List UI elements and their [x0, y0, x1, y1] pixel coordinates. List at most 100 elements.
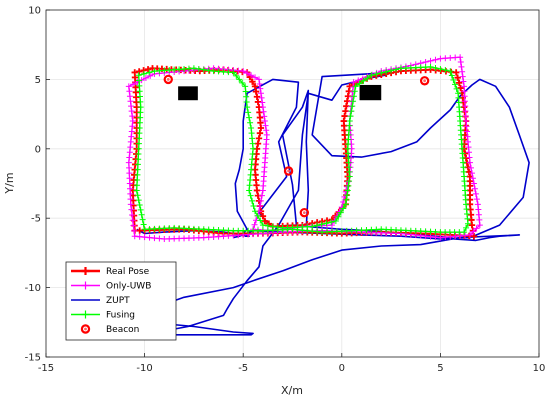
fusing-point	[378, 69, 385, 76]
fusing-point	[427, 63, 434, 70]
real-pose-point	[253, 93, 261, 100]
fusing-point	[242, 88, 249, 95]
real-pose-point	[256, 129, 264, 137]
only-uwb-point	[475, 206, 482, 213]
only-uwb-point	[127, 196, 134, 203]
only-uwb-point	[257, 90, 264, 97]
obstacle-patch	[359, 84, 382, 101]
fusing-point	[136, 130, 143, 137]
fusing-point	[332, 217, 339, 224]
fusing-point	[249, 140, 256, 147]
fusing-point	[134, 161, 141, 168]
only-uwb-point	[248, 72, 255, 79]
fusing-point	[349, 103, 356, 110]
fusing-point	[351, 88, 358, 95]
fusing-point	[242, 83, 249, 90]
only-uwb-point	[476, 222, 483, 229]
only-uwb-point	[127, 201, 134, 208]
only-uwb-point	[432, 234, 439, 241]
fusing-point	[205, 67, 212, 74]
fusing-point	[335, 213, 342, 220]
fusing-point	[243, 98, 250, 105]
only-uwb-point	[261, 118, 268, 125]
y-tick-label: -15	[25, 353, 41, 364]
beacon-point-center	[302, 211, 306, 215]
fusing-point	[352, 83, 359, 90]
only-uwb-point	[328, 222, 335, 229]
fusing-point	[137, 109, 144, 116]
only-uwb-point	[457, 59, 464, 66]
fusing-point	[342, 201, 349, 208]
only-uwb-point	[465, 149, 472, 156]
fusing-point	[236, 76, 243, 83]
fusing-point	[139, 216, 146, 223]
fusing-point	[133, 182, 140, 189]
fusing-point	[248, 130, 255, 137]
only-uwb-point	[262, 122, 269, 129]
real-pose-point	[252, 88, 260, 95]
only-uwb-point	[475, 211, 482, 218]
fusing-point	[368, 72, 375, 79]
fusing-point	[138, 211, 145, 218]
fusing-point	[136, 202, 143, 209]
only-uwb-point	[470, 180, 477, 187]
fusing-point	[463, 224, 470, 231]
only-uwb-point	[126, 88, 133, 95]
fusing-point	[348, 108, 355, 115]
fusing-point	[360, 77, 367, 84]
fusing-point	[259, 222, 266, 229]
only-uwb-point	[129, 113, 136, 120]
fusing-point	[254, 212, 261, 219]
legend-item-only-uwb: Only-UWB	[71, 281, 151, 292]
only-uwb-point	[465, 144, 472, 151]
legend-label: Fusing	[106, 311, 135, 321]
fusing-point	[257, 217, 264, 224]
only-uwb-point	[128, 103, 135, 110]
fusing-point	[190, 65, 197, 72]
legend-item-beacon: Beacon	[80, 324, 139, 335]
legend-label: ZUPT	[106, 296, 130, 306]
fusing-point	[313, 222, 320, 229]
fusing-point	[247, 119, 254, 126]
real-pose-point	[257, 124, 265, 132]
only-uwb-point	[142, 75, 149, 82]
fusing-point	[345, 182, 352, 189]
only-uwb-point	[129, 118, 136, 125]
fusing-point	[133, 187, 140, 194]
real-pose-point	[455, 79, 463, 87]
only-uwb-point	[464, 128, 471, 135]
fusing-point	[140, 221, 147, 228]
only-uwb-point	[244, 70, 251, 77]
real-pose-point	[454, 74, 461, 81]
only-uwb-point	[126, 180, 133, 187]
beacon-point	[283, 166, 294, 176]
only-uwb-point	[130, 222, 137, 229]
only-uwb-point	[355, 77, 362, 84]
fusing-point	[136, 135, 143, 142]
fusing-point	[230, 69, 237, 76]
only-uwb-point	[240, 68, 247, 75]
real-pose-point	[468, 221, 476, 229]
fusing-point	[249, 135, 256, 142]
fusing-point	[136, 124, 143, 131]
real-pose-point	[254, 140, 262, 147]
only-uwb-point	[460, 78, 467, 85]
fusing-point	[135, 145, 142, 152]
only-uwb-point	[255, 76, 262, 83]
legend-label: Only-UWB	[106, 282, 151, 292]
real-pose-point	[259, 212, 267, 220]
fusing-point	[136, 82, 143, 89]
real-pose-point	[249, 78, 256, 85]
beacon-point	[163, 74, 173, 85]
legend-item-zupt: ZUPT	[71, 296, 130, 306]
y-tick-label: -10	[25, 283, 41, 294]
only-uwb-point	[476, 216, 483, 223]
fusing-point	[137, 104, 144, 111]
fusing-point	[146, 69, 153, 76]
fusing-point	[450, 76, 457, 83]
only-uwb-point	[127, 98, 134, 105]
fusing-point	[249, 197, 256, 204]
fusing-point	[249, 156, 256, 163]
only-uwb-point	[463, 123, 470, 130]
legend-swatch-center	[84, 327, 87, 331]
